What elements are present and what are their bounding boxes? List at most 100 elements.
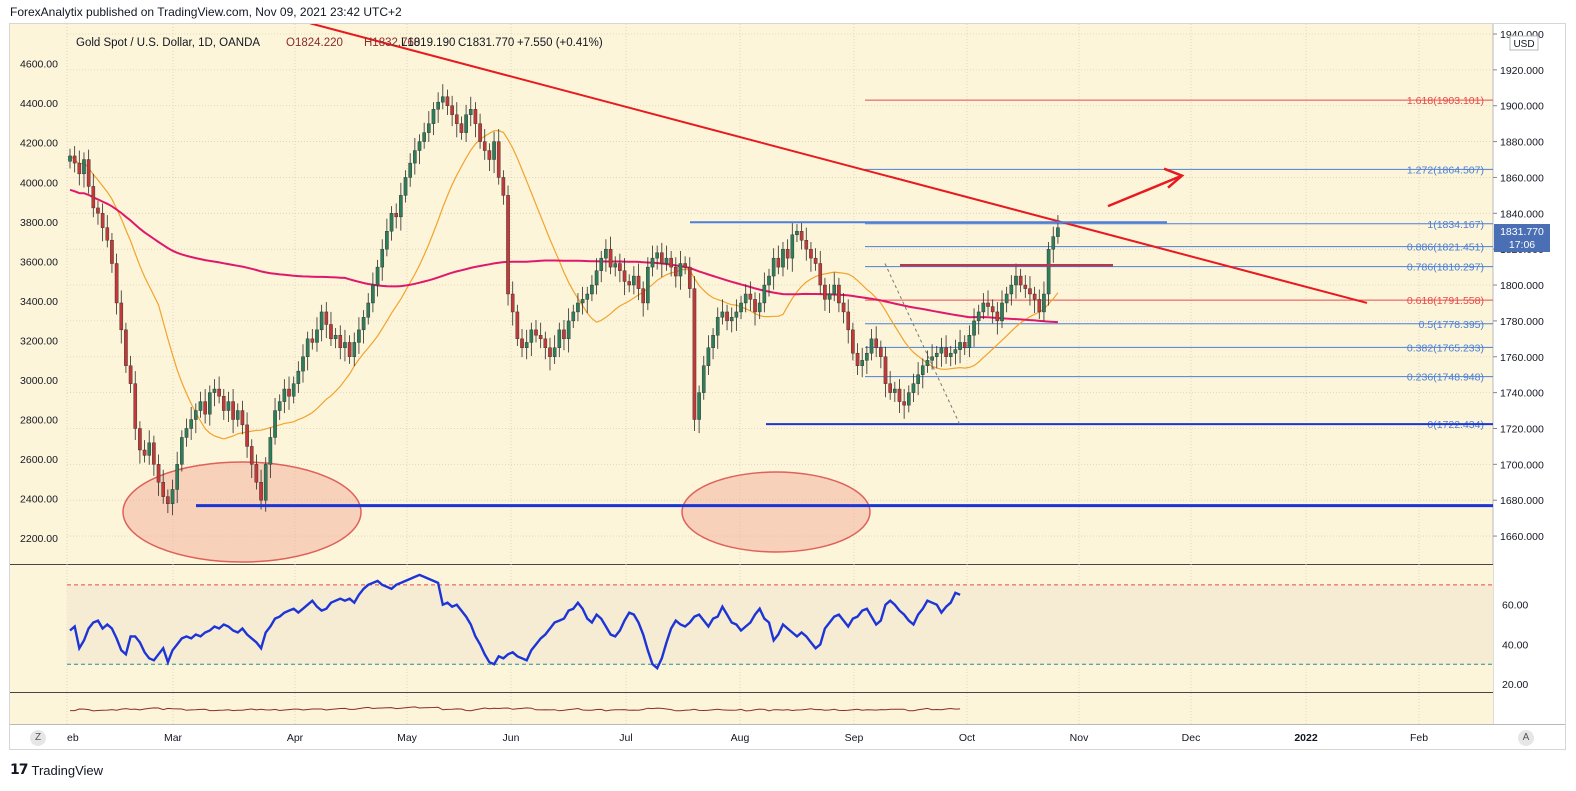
candle-body bbox=[897, 388, 902, 402]
candle-body bbox=[981, 302, 986, 313]
candle-body bbox=[785, 248, 790, 259]
candle-body bbox=[711, 335, 715, 348]
candle-body bbox=[422, 132, 426, 142]
candle-body bbox=[417, 141, 422, 151]
candle-body bbox=[762, 284, 767, 304]
candle-body bbox=[245, 424, 249, 447]
chart-svg[interactable]: 4600.00 4400.00 4200.00 4000.00 3800.00 3600.… bbox=[10, 22, 1565, 749]
legend-open: O1824.220 bbox=[286, 37, 343, 49]
last-price-countdown: 17:06 bbox=[1509, 239, 1535, 251]
candle-body bbox=[599, 257, 604, 271]
candle-body bbox=[166, 496, 170, 504]
candle-body bbox=[473, 109, 478, 124]
candle-body bbox=[934, 352, 939, 357]
candle-body bbox=[329, 324, 333, 340]
candle-body bbox=[319, 311, 324, 331]
candle-body bbox=[268, 437, 273, 465]
right-axis-tick-label: 1700.000 bbox=[1500, 459, 1544, 471]
time-axis-tick-label: eb bbox=[67, 732, 79, 744]
candle-body bbox=[809, 248, 813, 259]
right-axis-ticks: 1940.0001920.0001900.0001880.0001860.000… bbox=[1493, 29, 1544, 543]
candle-body bbox=[1046, 248, 1051, 295]
candle-body bbox=[482, 141, 487, 151]
left-axis-tick-label: 3200.00 bbox=[20, 335, 58, 347]
rsi-axis-tick-label: 60.00 bbox=[1502, 600, 1528, 612]
candle-body bbox=[259, 482, 263, 501]
candle-body bbox=[427, 123, 431, 133]
zoom-button[interactable]: Z bbox=[30, 730, 46, 746]
candle-body bbox=[156, 464, 161, 483]
candle-body bbox=[161, 482, 166, 497]
projection-arrow-shaft bbox=[1107, 174, 1183, 208]
candle-body bbox=[96, 207, 100, 214]
right-axis-tick-label: 1740.000 bbox=[1500, 388, 1544, 400]
candle-body bbox=[133, 383, 138, 429]
candle-body bbox=[114, 263, 119, 304]
candle-body bbox=[860, 360, 864, 366]
candle-body bbox=[212, 388, 217, 393]
candle-body bbox=[291, 383, 296, 397]
candle-body bbox=[1014, 275, 1018, 286]
left-axis-tick-label: 3800.00 bbox=[20, 217, 58, 229]
candle-body bbox=[1023, 284, 1028, 289]
left-axis-tick-label: 3600.00 bbox=[20, 256, 58, 268]
candle-body bbox=[594, 270, 599, 286]
candle-body bbox=[944, 347, 948, 357]
highlight-ellipse-right[interactable] bbox=[681, 471, 871, 553]
rsi-line bbox=[69, 573, 961, 671]
chart-panel[interactable]: 4600.00 4400.00 4200.00 4000.00 3800.00 3600.… bbox=[9, 22, 1566, 750]
candle-body bbox=[235, 410, 240, 420]
candle-body bbox=[450, 105, 454, 115]
candle-body bbox=[576, 302, 580, 313]
candle-body bbox=[767, 275, 771, 286]
left-axis-tick-label: 4400.00 bbox=[20, 98, 58, 110]
candle-body bbox=[687, 266, 692, 289]
highlight-ellipse-left[interactable] bbox=[122, 461, 362, 563]
candle-body bbox=[72, 155, 77, 164]
candle-body bbox=[77, 162, 82, 175]
candle-body bbox=[557, 329, 562, 348]
right-axis-area[interactable] bbox=[1493, 24, 1565, 564]
right-axis-tick-label: 1860.000 bbox=[1500, 172, 1544, 184]
candle-body bbox=[911, 383, 916, 393]
candle-body bbox=[697, 392, 701, 420]
candle-body bbox=[1028, 288, 1032, 295]
candle-body bbox=[571, 311, 576, 322]
candle-body bbox=[734, 311, 739, 318]
brand-footer[interactable]: 17 TradingView bbox=[10, 762, 103, 778]
right-axis-tick-label: 1660.000 bbox=[1500, 531, 1544, 543]
candle-body bbox=[664, 257, 669, 264]
candle-body bbox=[249, 446, 254, 465]
candle-body bbox=[1051, 236, 1056, 250]
candle-body bbox=[105, 227, 110, 241]
candle-body bbox=[445, 96, 450, 106]
candle-body bbox=[380, 248, 385, 268]
candle-body bbox=[282, 388, 287, 402]
time-axis-area[interactable] bbox=[10, 724, 1565, 749]
right-axis-tick-label: 1780.000 bbox=[1500, 316, 1544, 328]
candle-body bbox=[990, 306, 995, 313]
candle-body bbox=[468, 109, 473, 115]
candle-body bbox=[986, 302, 990, 307]
volatility-pane-bg bbox=[10, 693, 1493, 724]
candle-body bbox=[632, 275, 636, 286]
candle-body bbox=[869, 338, 874, 354]
candle-body bbox=[221, 396, 226, 411]
left-axis-tick-label: 3400.00 bbox=[20, 296, 58, 308]
rsi-band-fill bbox=[67, 584, 1493, 665]
candle-body bbox=[543, 338, 548, 348]
drawing-lines[interactable] bbox=[196, 22, 1493, 508]
candle-body bbox=[217, 388, 221, 397]
fibonacci-retracement[interactable]: 1.618(1903.101) 1.272(1864.507) 1(1834.167… bbox=[865, 95, 1493, 431]
candle-body bbox=[305, 338, 310, 357]
time-axis-tick-label: Sep bbox=[845, 732, 864, 744]
candle-body bbox=[324, 311, 329, 325]
auto-scale-button[interactable]: A bbox=[1518, 730, 1534, 746]
candle-body bbox=[669, 257, 673, 268]
candle-body bbox=[459, 123, 464, 133]
candle-body bbox=[883, 356, 888, 384]
candle-body bbox=[748, 293, 753, 300]
candle-body bbox=[701, 365, 706, 393]
candle-body bbox=[781, 248, 785, 268]
candle-body bbox=[273, 410, 277, 438]
